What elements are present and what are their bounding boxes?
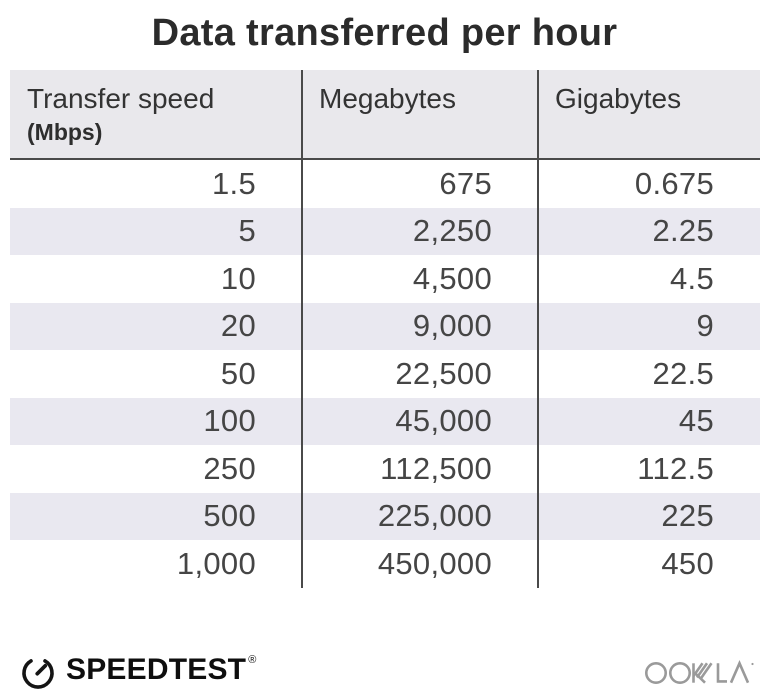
table-row: 10 4,500 4.5 (10, 255, 760, 303)
column-header-sublabel: (Mbps) (27, 119, 103, 145)
cell-gigabytes: 9 (696, 308, 714, 344)
column-header-transfer-speed: Transfer speed (Mbps) (10, 70, 302, 158)
column-header-megabytes: Megabytes (302, 70, 538, 158)
cell-gigabytes: 0.675 (634, 165, 714, 201)
cell-gigabytes: 225 (661, 498, 714, 534)
cell-megabytes: 450,000 (377, 545, 492, 581)
table-header-row: Transfer speed (Mbps) Megabytes Gigabyte… (10, 70, 760, 160)
column-header-gigabytes: Gigabytes (538, 70, 760, 158)
cell-transfer-speed: 500 (203, 498, 256, 534)
table-row: 20 9,000 9 (10, 302, 760, 350)
cell-megabytes: 4,500 (412, 260, 492, 296)
speedtest-gauge-icon (22, 659, 54, 689)
cell-gigabytes: 45 (678, 403, 714, 439)
cell-gigabytes: 112.5 (637, 450, 714, 486)
column-divider (301, 70, 303, 588)
table-row: 1,000 450,000 450 (10, 540, 760, 588)
cell-transfer-speed: 100 (203, 403, 256, 439)
table-row: 250 112,500 112.5 (10, 445, 760, 493)
cell-gigabytes: 2.25 (652, 213, 714, 249)
cell-gigabytes: 450 (661, 545, 714, 581)
table-body: 1.5 675 0.675 5 2,250 2.25 10 4,500 4.5 … (10, 160, 760, 588)
ookla-logo: OOKLA (645, 652, 757, 688)
table-row: 100 45,000 45 (10, 397, 760, 445)
column-divider (537, 70, 539, 588)
cell-megabytes: 45,000 (395, 403, 492, 439)
table-row: 500 225,000 225 (10, 492, 760, 540)
cell-megabytes: 22,500 (395, 355, 492, 391)
registered-trademark-icon: ® (248, 654, 257, 666)
cell-transfer-speed: 10 (220, 260, 256, 296)
speedtest-logo: SPEEDTEST ® (18, 650, 256, 690)
page-title: Data transferred per hour (151, 12, 618, 54)
speedtest-wordmark: SPEEDTEST (66, 653, 247, 686)
cell-gigabytes: 22.5 (652, 355, 714, 391)
table-row: 50 22,500 22.5 (10, 350, 760, 398)
table-row: 1.5 675 0.675 (10, 160, 760, 208)
cell-transfer-speed: 1,000 (176, 545, 256, 581)
cell-transfer-speed: 20 (220, 308, 256, 344)
cell-transfer-speed: 50 (220, 355, 256, 391)
column-header-label: Megabytes (319, 83, 456, 114)
cell-megabytes: 9,000 (412, 308, 492, 344)
table-row: 5 2,250 2.25 (10, 207, 760, 255)
cell-transfer-speed: 250 (203, 450, 256, 486)
cell-megabytes: 675 (439, 165, 492, 201)
cell-transfer-speed: 1.5 (212, 165, 256, 201)
ookla-wordmark-icon (645, 660, 754, 684)
data-table: Transfer speed (Mbps) Megabytes Gigabyte… (10, 70, 760, 588)
cell-megabytes: 112,500 (380, 450, 492, 486)
column-header-label: Transfer speed (27, 83, 215, 114)
cell-transfer-speed: 5 (238, 213, 256, 249)
cell-megabytes: 2,250 (412, 213, 492, 249)
cell-megabytes: 225,000 (377, 498, 492, 534)
column-header-label: Gigabytes (555, 83, 682, 114)
cell-gigabytes: 4.5 (670, 260, 714, 296)
